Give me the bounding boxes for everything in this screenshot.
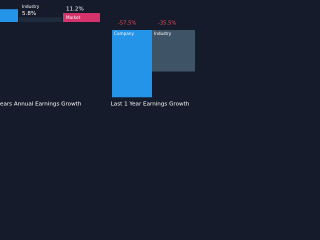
chart-title: ears Annual Earnings Growth [0, 102, 82, 108]
bar [112, 30, 152, 98]
bar [63, 13, 100, 22]
bar [0, 9, 18, 22]
category-label: Industry [154, 31, 172, 36]
bar [19, 17, 62, 22]
value-label: -35.5% [158, 21, 176, 27]
value-label: 11.2% [66, 7, 84, 13]
category-label: Industry [22, 4, 40, 9]
value-label: -57.5% [118, 21, 136, 27]
bar [152, 30, 195, 72]
category-label: Company [114, 31, 134, 36]
value-label: 5.8% [22, 11, 36, 17]
category-label: Market [66, 15, 81, 20]
chart: ears Annual Earnings Growth Last 1 Year … [0, 0, 200, 112]
chart-title: Last 1 Year Earnings Growth [111, 102, 190, 108]
